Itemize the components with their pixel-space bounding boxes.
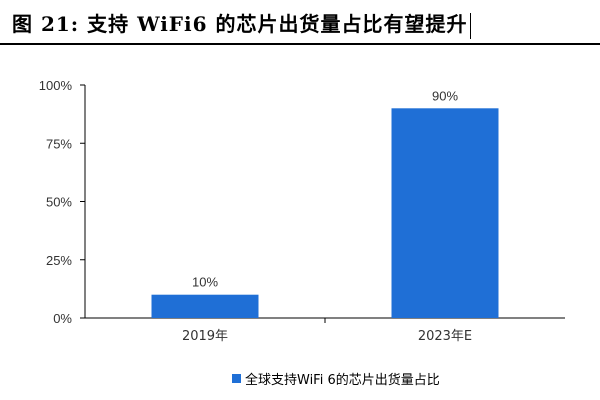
x-tick-label: 2019年 bbox=[182, 329, 228, 344]
bar-data-label: 90% bbox=[432, 88, 458, 103]
x-tick-label: 2023年E bbox=[418, 329, 472, 344]
y-tick-label: 100% bbox=[39, 78, 73, 93]
y-tick-label: 50% bbox=[46, 195, 72, 210]
bar bbox=[151, 294, 259, 318]
figure-title: 图 21: 支持 WiFi6 的芯片出货量占比有望提升 bbox=[12, 8, 471, 39]
y-tick-label: 25% bbox=[46, 253, 72, 268]
chart-legend: 全球支持WiFi 6的芯片出货量占比 bbox=[232, 369, 440, 388]
x-axis-labels: 2019年 2023年E bbox=[182, 318, 472, 344]
bar-data-label: 10% bbox=[192, 275, 218, 290]
figure-header: 图 21: 支持 WiFi6 的芯片出货量占比有望提升 bbox=[0, 0, 600, 45]
text-cursor bbox=[469, 12, 471, 39]
figure-title-text: 图 21: 支持 WiFi6 的芯片出货量占比有望提升 bbox=[12, 12, 468, 36]
legend-swatch bbox=[232, 374, 241, 383]
bar bbox=[391, 108, 499, 318]
y-axis-ticks: 0% 25% 50% 75% 100% bbox=[39, 78, 85, 326]
y-tick-label: 0% bbox=[53, 311, 72, 326]
y-tick-label: 75% bbox=[46, 136, 72, 151]
bar-series: 10% 90% bbox=[151, 88, 499, 318]
legend-label: 全球支持WiFi 6的芯片出货量占比 bbox=[245, 373, 440, 388]
